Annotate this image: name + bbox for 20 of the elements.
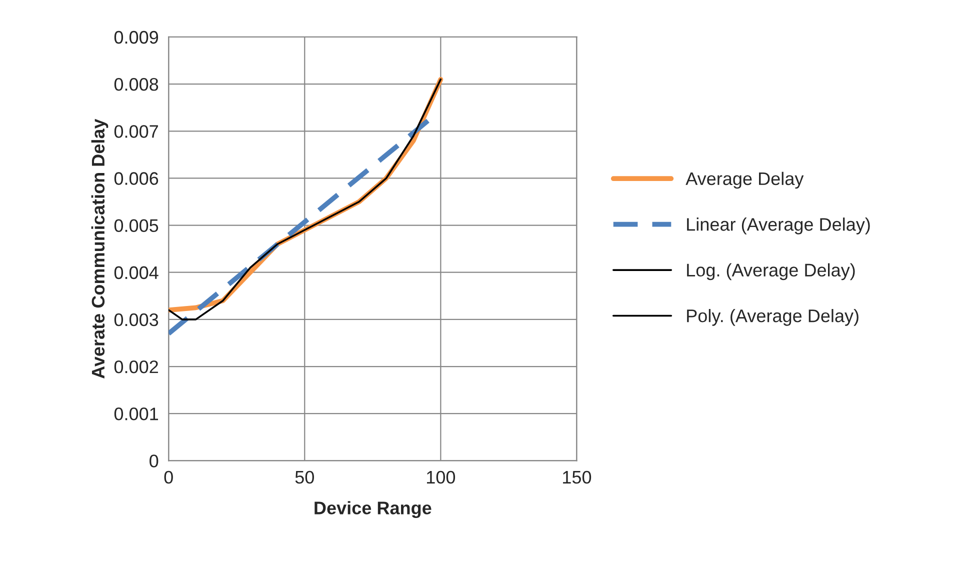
legend-label: Linear (Average Delay) [687,218,870,234]
x-tick-label: 0 [164,470,173,484]
y-tick-label: 0.004 [114,266,158,280]
legend-label: Average Delay [686,172,804,189]
y-tick-label: 0.009 [114,30,158,44]
y-axis-title: Averate Communication Delay [91,118,108,378]
y-tick-label: 0.007 [114,125,158,138]
x-axis-title: Device Range [314,501,432,518]
y-tick-label: 0.005 [114,219,158,232]
x-tick-label: 100 [426,470,456,484]
y-tick-label: 0.008 [114,78,158,91]
y-tick-label: 0.002 [114,360,158,374]
legend-label: Poly. (Average Delay) [687,308,858,326]
x-tick-label: 150 [563,470,592,484]
y-tick-label: 0 [150,454,158,468]
y-tick-label: 0.001 [114,408,158,420]
y-tick-label: 0.003 [114,313,158,326]
x-tick-label: 50 [295,470,314,484]
y-tick-label: 0.006 [114,172,158,185]
legend-label: Log. (Average Delay) [687,263,855,280]
